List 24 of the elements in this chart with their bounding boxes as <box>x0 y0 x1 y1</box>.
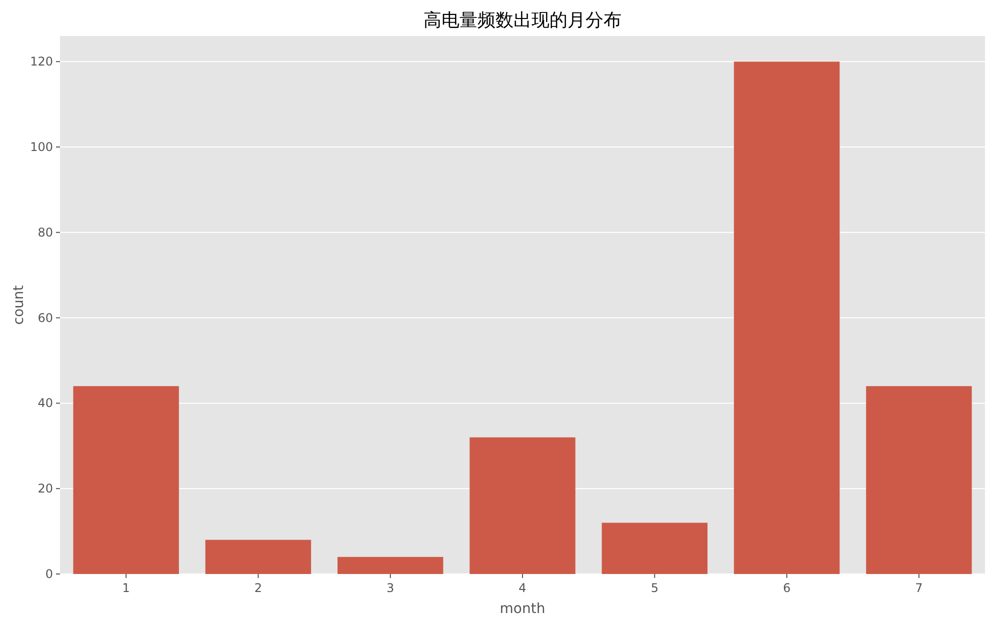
x-tick-label: 1 <box>122 581 130 595</box>
y-axis-title: count <box>11 284 27 325</box>
x-tick-label: 2 <box>254 581 262 595</box>
bar <box>338 556 444 574</box>
y-tick-label: 20 <box>38 482 53 496</box>
x-tick-label: 6 <box>782 581 791 595</box>
y-tick-label: 40 <box>38 396 53 410</box>
bar <box>602 522 708 574</box>
x-tick-label: 5 <box>650 581 658 595</box>
y-tick-label: 0 <box>45 567 53 581</box>
x-axis-title: month <box>500 601 546 617</box>
x-tick-label: 3 <box>386 581 394 595</box>
y-tick-label: 100 <box>30 140 53 154</box>
y-tick-label: 80 <box>38 225 53 240</box>
chart-title: 高电量频数出现的月分布 <box>424 10 622 31</box>
bar <box>73 386 179 574</box>
bar <box>205 540 312 574</box>
x-tick-label: 7 <box>915 581 923 595</box>
y-tick-label: 60 <box>38 310 53 325</box>
bar <box>470 437 576 574</box>
y-tick-label: 120 <box>30 54 53 69</box>
bar <box>866 386 972 574</box>
x-tick-label: 4 <box>518 581 526 595</box>
bar <box>734 62 840 574</box>
